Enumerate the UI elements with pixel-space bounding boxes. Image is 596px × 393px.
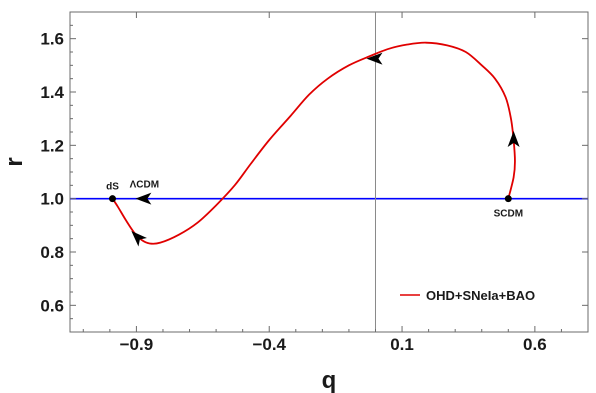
x-tick-label: −0.9 <box>120 335 154 354</box>
series-line <box>111 41 516 245</box>
x-axis-title: q <box>322 367 337 393</box>
x-tick-label: −0.4 <box>252 335 286 354</box>
y-axis-title: r <box>1 157 28 166</box>
direction-arrow <box>366 52 383 65</box>
y-tick-label: 0.6 <box>40 296 64 315</box>
x-tick-label: 0.6 <box>523 335 547 354</box>
critical-point-marker <box>504 195 512 203</box>
axis-ticks: −0.9 −0.4 0.1 0.6 0.6 0.8 1.0 1.2 1.4 1.6 <box>40 12 589 354</box>
curve-layer <box>111 41 516 245</box>
critical-point-marker <box>109 195 117 203</box>
legend: OHD+SNeIa+BAO <box>400 288 535 303</box>
y-tick-label: 1.4 <box>40 83 64 102</box>
reference-lines <box>70 12 588 332</box>
direction-arrow <box>135 192 152 205</box>
y-tick-label: 1.6 <box>40 30 64 49</box>
markers-layer: dS SCDM ΛCDM <box>106 52 523 247</box>
plot-frame <box>69 11 589 333</box>
x-tick-label: 0.1 <box>390 335 414 354</box>
y-tick-label: 1.0 <box>40 190 64 209</box>
direction-arrow <box>131 230 147 247</box>
critical-point-label: SCDM <box>494 209 523 220</box>
direction-arrow <box>507 131 520 147</box>
y-tick-label: 0.8 <box>40 243 64 262</box>
critical-point-label: dS <box>106 182 119 193</box>
annotation-label: ΛCDM <box>130 180 159 191</box>
legend-entry-label: OHD+SNeIa+BAO <box>426 288 535 303</box>
y-tick-label: 1.2 <box>40 136 64 155</box>
